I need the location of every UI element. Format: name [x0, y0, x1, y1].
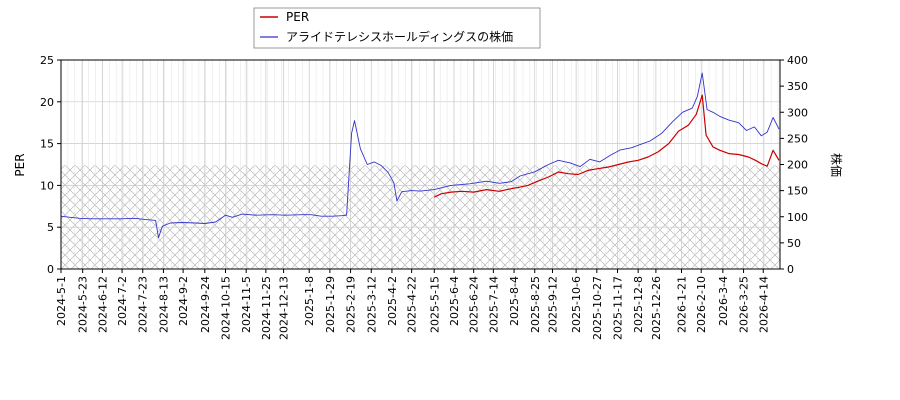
x-tick-label: 2025-1-29: [324, 276, 337, 333]
legend-label-per: PER: [286, 10, 309, 24]
x-axis: 2024-5-1 2024-5-23 2024-6-12 2024-7-2 2024-7…: [55, 269, 770, 340]
left-axis: 0 5 10 15 20 25: [40, 54, 61, 276]
x-tick-label: 2025-11-17: [611, 276, 624, 340]
x-tick-label: 2025-6-4: [448, 276, 461, 326]
x-tick-label: 2024-9-24: [199, 276, 212, 333]
x-tick-label: 2024-5-1: [55, 276, 68, 326]
x-tick-label: 2026-3-4: [717, 276, 730, 326]
x-tick-label: 2024-11-25: [260, 276, 273, 340]
y-right-tick-label: 350: [787, 80, 808, 93]
y-right-tick-label: 250: [787, 132, 808, 145]
x-tick-label: 2025-10-6: [570, 276, 583, 333]
y-right-tick-label: 0: [787, 263, 794, 276]
y-left-tick-label: 10: [40, 179, 54, 192]
x-tick-label: 2025-8-25: [529, 276, 542, 333]
x-tick-label: 2026-2-10: [695, 276, 708, 333]
series-line-per: [434, 94, 780, 198]
x-tick-label: 2025-10-27: [591, 276, 604, 340]
x-tick-label: 2024-9-2: [177, 276, 190, 326]
x-tick-label: 2024-7-2: [116, 276, 129, 326]
y-right-tick-label: 400: [787, 54, 808, 67]
x-tick-label: 2024-5-23: [77, 276, 90, 333]
x-tick-label: 2025-12-8: [632, 276, 645, 333]
y-axis-right-label: 株価: [829, 153, 844, 177]
x-tick-label: 2024-11-5: [240, 276, 253, 333]
x-tick-label: 2024-8-13: [157, 276, 170, 333]
y-left-tick-label: 15: [40, 138, 54, 151]
x-tick-label: 2024-12-13: [278, 276, 291, 340]
series-line-price: [61, 72, 780, 239]
legend-frame: [253, 7, 541, 49]
right-axis: 0 50 100 150 200 250 300 350 400: [780, 54, 808, 276]
x-tick-label: 2025-6-24: [468, 276, 481, 333]
x-tick-label: 2025-1-8: [303, 276, 316, 326]
x-tick-label: 2025-2-19: [345, 276, 358, 333]
y-right-tick-label: 100: [787, 211, 808, 224]
x-tick-label: 2025-8-4: [508, 276, 521, 326]
y-right-tick-label: 300: [787, 106, 808, 119]
hatched-region: [61, 165, 780, 269]
y-right-tick-label: 200: [787, 159, 808, 172]
y-left-tick-label: 20: [40, 96, 54, 109]
y-left-tick-label: 25: [40, 54, 54, 67]
x-tick-label: 2024-7-23: [137, 276, 150, 333]
x-tick-label: 2026-1-21: [676, 276, 689, 333]
y-right-tick-label: 150: [787, 185, 808, 198]
y-right-tick-label: 50: [787, 237, 801, 250]
x-tick-label: 2025-5-15: [428, 276, 441, 333]
x-tick-label: 2024-10-15: [219, 276, 232, 340]
x-tick-label: 2025-3-12: [365, 276, 378, 333]
legend: PER アライドテレシスホールディングスの株価: [253, 7, 541, 49]
x-tick-label: 2025-12-26: [650, 276, 663, 340]
y-axis-left-label: PER: [13, 153, 27, 176]
x-tick-label: 2025-4-22: [406, 276, 419, 333]
x-tick-label: 2026-4-14: [757, 276, 770, 333]
x-tick-label: 2025-7-14: [487, 276, 500, 333]
legend-label-price: アライドテレシスホールディングスの株価: [286, 29, 513, 44]
series-layer: [61, 72, 780, 239]
y-left-tick-label: 0: [47, 263, 54, 276]
y-left-tick-label: 5: [47, 221, 54, 234]
x-tick-label: 2025-9-12: [546, 276, 559, 333]
x-tick-label: 2026-3-25: [738, 276, 751, 333]
x-tick-label: 2025-4-2: [386, 276, 399, 326]
x-tick-label: 2024-6-12: [96, 276, 109, 333]
